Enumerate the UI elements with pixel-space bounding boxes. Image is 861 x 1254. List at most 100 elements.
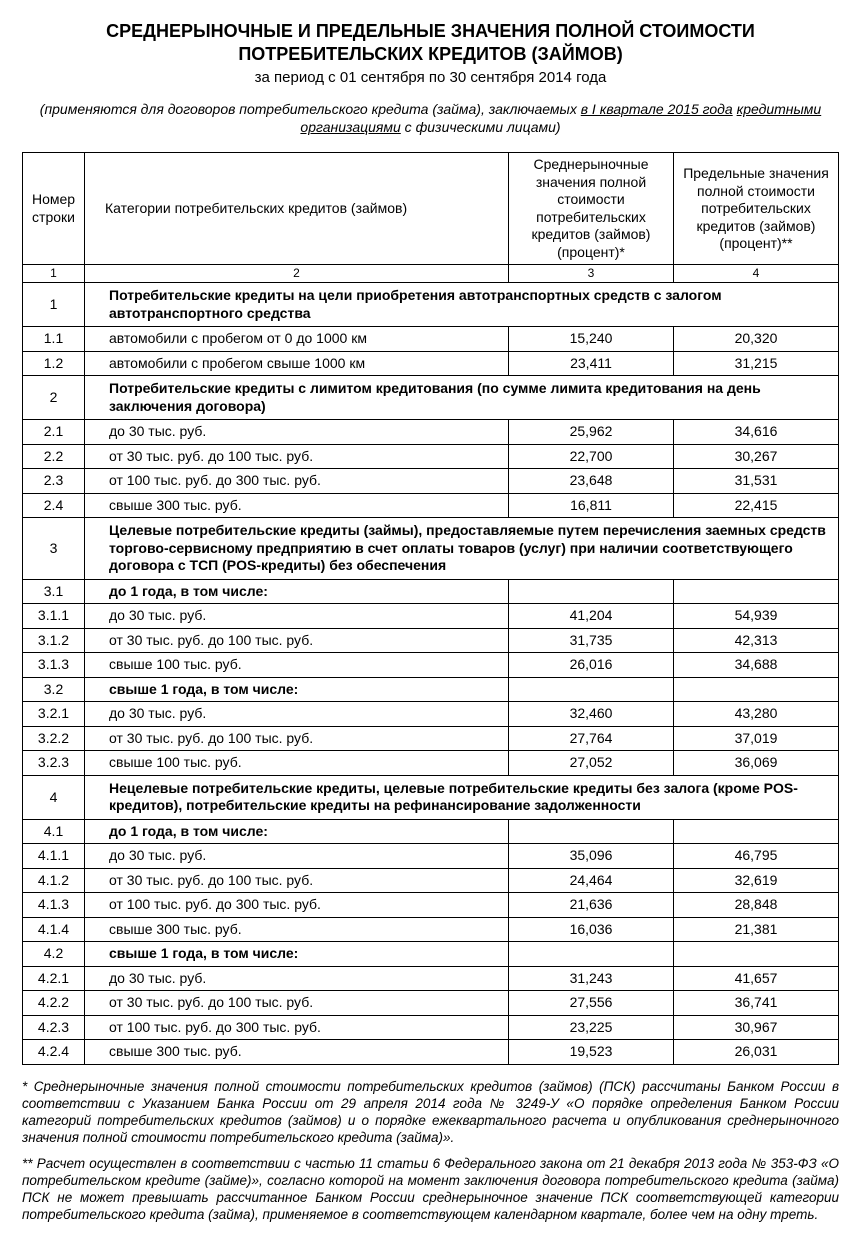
table-row: 2.1до 30 тыс. руб.25,96234,616 xyxy=(23,420,839,445)
avg-value: 27,764 xyxy=(509,726,674,751)
avg-value xyxy=(509,677,674,702)
row-number: 3.2.2 xyxy=(23,726,85,751)
footnotes: * Среднерыночные значения полной стоимос… xyxy=(22,1079,839,1224)
row-number: 1 xyxy=(23,283,85,327)
subgroup-label: свыше 1 года, в том числе: xyxy=(85,942,509,967)
row-number: 4.2.1 xyxy=(23,966,85,991)
table-row: 4.2.2от 30 тыс. руб. до 100 тыс. руб.27,… xyxy=(23,991,839,1016)
category-label: от 30 тыс. руб. до 100 тыс. руб. xyxy=(85,628,509,653)
period-line: за период с 01 сентября по 30 сентября 2… xyxy=(22,69,839,86)
subgroup-label: свыше 1 года, в том числе: xyxy=(85,677,509,702)
row-number: 3.1 xyxy=(23,579,85,604)
table-row: 1Потребительские кредиты на цели приобре… xyxy=(23,283,839,327)
table-row: 3.1.2от 30 тыс. руб. до 100 тыс. руб.31,… xyxy=(23,628,839,653)
table-row: 1.1автомобили с пробегом от 0 до 1000 км… xyxy=(23,327,839,352)
table-row: 4.1до 1 года, в том числе: xyxy=(23,819,839,844)
row-number: 1.1 xyxy=(23,327,85,352)
row-number: 4.1.2 xyxy=(23,868,85,893)
note-suffix: с физическими лицами) xyxy=(401,119,561,135)
avg-value: 23,411 xyxy=(509,351,674,376)
category-label: до 30 тыс. руб. xyxy=(85,966,509,991)
colnum-4: 4 xyxy=(674,265,839,283)
max-value: 31,531 xyxy=(674,469,839,494)
category-label: до 30 тыс. руб. xyxy=(85,420,509,445)
col-header-num: Номер строки xyxy=(23,153,85,265)
row-number: 4.1.3 xyxy=(23,893,85,918)
row-number: 3 xyxy=(23,518,85,580)
row-number: 2.4 xyxy=(23,493,85,518)
max-value xyxy=(674,579,839,604)
row-number: 3.1.2 xyxy=(23,628,85,653)
avg-value: 16,811 xyxy=(509,493,674,518)
avg-value: 35,096 xyxy=(509,844,674,869)
max-value xyxy=(674,677,839,702)
category-label: от 30 тыс. руб. до 100 тыс. руб. xyxy=(85,868,509,893)
avg-value: 32,460 xyxy=(509,702,674,727)
avg-value: 27,052 xyxy=(509,751,674,776)
max-value: 37,019 xyxy=(674,726,839,751)
max-value: 36,741 xyxy=(674,991,839,1016)
avg-value xyxy=(509,819,674,844)
table-row: 2.4свыше 300 тыс. руб.16,81122,415 xyxy=(23,493,839,518)
title-line-2: ПОТРЕБИТЕЛЬСКИХ КРЕДИТОВ (ЗАЙМОВ) xyxy=(238,44,622,64)
max-value: 20,320 xyxy=(674,327,839,352)
table-row: 4Нецелевые потребительские кредиты, целе… xyxy=(23,775,839,819)
max-value xyxy=(674,819,839,844)
subgroup-label: до 1 года, в том числе: xyxy=(85,579,509,604)
category-label: автомобили с пробегом свыше 1000 км xyxy=(85,351,509,376)
row-number: 2.2 xyxy=(23,444,85,469)
table-row: 3.2свыше 1 года, в том числе: xyxy=(23,677,839,702)
avg-value: 22,700 xyxy=(509,444,674,469)
category-label: до 30 тыс. руб. xyxy=(85,604,509,629)
avg-value: 41,204 xyxy=(509,604,674,629)
max-value: 46,795 xyxy=(674,844,839,869)
max-value xyxy=(674,942,839,967)
avg-value: 27,556 xyxy=(509,991,674,1016)
section-title: Целевые потребительские кредиты (займы),… xyxy=(85,518,839,580)
category-label: от 100 тыс. руб. до 300 тыс. руб. xyxy=(85,1015,509,1040)
max-value: 32,619 xyxy=(674,868,839,893)
avg-value: 31,243 xyxy=(509,966,674,991)
max-value: 34,688 xyxy=(674,653,839,678)
col-header-max: Предельные значения полной стоимости пот… xyxy=(674,153,839,265)
colnum-2: 2 xyxy=(85,265,509,283)
table-row: 4.2.3от 100 тыс. руб. до 300 тыс. руб.23… xyxy=(23,1015,839,1040)
row-number: 2 xyxy=(23,376,85,420)
category-label: свыше 300 тыс. руб. xyxy=(85,1040,509,1065)
footnote-1: * Среднерыночные значения полной стоимос… xyxy=(22,1079,839,1147)
avg-value xyxy=(509,942,674,967)
max-value: 26,031 xyxy=(674,1040,839,1065)
avg-value: 15,240 xyxy=(509,327,674,352)
table-row: 4.2свыше 1 года, в том числе: xyxy=(23,942,839,967)
avg-value: 21,636 xyxy=(509,893,674,918)
category-label: свыше 300 тыс. руб. xyxy=(85,917,509,942)
row-number: 4.2.2 xyxy=(23,991,85,1016)
row-number: 4.2.3 xyxy=(23,1015,85,1040)
max-value: 31,215 xyxy=(674,351,839,376)
subgroup-label: до 1 года, в том числе: xyxy=(85,819,509,844)
table-row: 4.1.1до 30 тыс. руб.35,09646,795 xyxy=(23,844,839,869)
category-label: от 100 тыс. руб. до 300 тыс. руб. xyxy=(85,469,509,494)
section-title: Нецелевые потребительские кредиты, целев… xyxy=(85,775,839,819)
category-label: от 100 тыс. руб. до 300 тыс. руб. xyxy=(85,893,509,918)
table-row: 4.1.2от 30 тыс. руб. до 100 тыс. руб.24,… xyxy=(23,868,839,893)
row-number: 2.1 xyxy=(23,420,85,445)
avg-value: 19,523 xyxy=(509,1040,674,1065)
table-row: 1.2автомобили с пробегом свыше 1000 км23… xyxy=(23,351,839,376)
max-value: 54,939 xyxy=(674,604,839,629)
table-row: 4.2.4свыше 300 тыс. руб.19,52326,031 xyxy=(23,1040,839,1065)
table-row: 4.1.4свыше 300 тыс. руб.16,03621,381 xyxy=(23,917,839,942)
row-number: 4 xyxy=(23,775,85,819)
max-value: 42,313 xyxy=(674,628,839,653)
title-line-1: СРЕДНЕРЫНОЧНЫЕ И ПРЕДЕЛЬНЫЕ ЗНАЧЕНИЯ ПОЛ… xyxy=(106,21,755,41)
table-row: 3Целевые потребительские кредиты (займы)… xyxy=(23,518,839,580)
max-value: 22,415 xyxy=(674,493,839,518)
avg-value: 26,016 xyxy=(509,653,674,678)
max-value: 43,280 xyxy=(674,702,839,727)
max-value: 30,267 xyxy=(674,444,839,469)
col-header-category: Категории потребительских кредитов (займ… xyxy=(85,153,509,265)
row-number: 3.1.1 xyxy=(23,604,85,629)
avg-value: 23,648 xyxy=(509,469,674,494)
colnum-1: 1 xyxy=(23,265,85,283)
category-label: от 30 тыс. руб. до 100 тыс. руб. xyxy=(85,726,509,751)
